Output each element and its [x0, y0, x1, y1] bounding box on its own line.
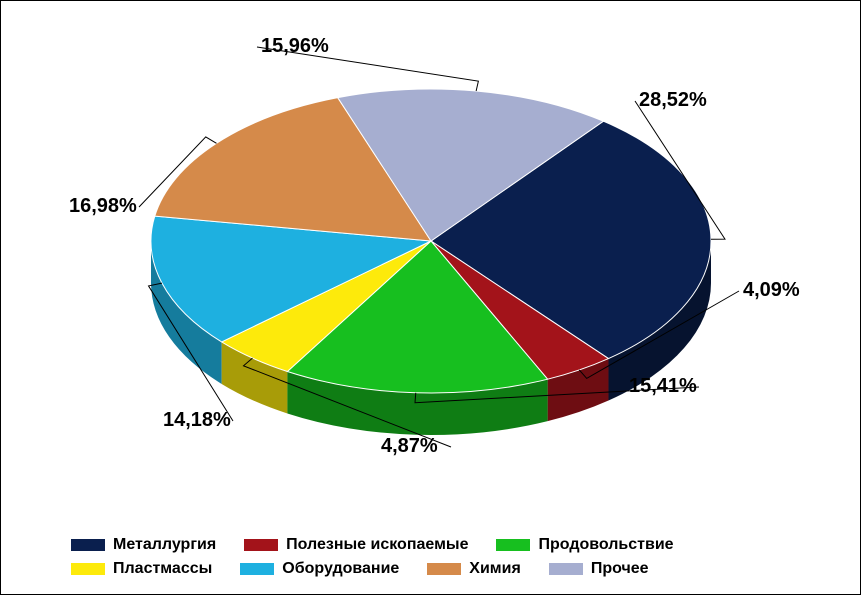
legend-label: Оборудование — [282, 560, 399, 578]
data-label: 28,52% — [639, 89, 707, 112]
pie-chart: 28,52% 4,09% 15,41% 4,87% 14,18% 16,98% 15,96% — [1, 1, 861, 471]
legend-swatch — [71, 563, 105, 575]
pie-svg — [1, 1, 861, 471]
legend-item: Оборудование — [240, 560, 399, 578]
legend-item: Химия — [427, 560, 521, 578]
legend-item: Пластмассы — [71, 560, 212, 578]
data-label: 14,18% — [163, 409, 231, 432]
legend-swatch — [240, 563, 274, 575]
data-label: 15,41% — [629, 375, 697, 398]
legend-swatch — [427, 563, 461, 575]
legend-label: Прочее — [591, 560, 649, 578]
data-label: 16,98% — [69, 195, 137, 218]
legend-label: Продовольствие — [538, 536, 673, 554]
data-label: 4,09% — [743, 279, 800, 302]
legend-label: Полезные ископаемые — [286, 536, 468, 554]
legend-swatch — [549, 563, 583, 575]
legend-item: Прочее — [549, 560, 649, 578]
legend-item: Металлургия — [71, 536, 216, 554]
legend-item: Полезные ископаемые — [244, 536, 468, 554]
legend-swatch — [244, 539, 278, 551]
data-label: 4,87% — [381, 435, 438, 458]
legend-label: Пластмассы — [113, 560, 212, 578]
legend-swatch — [71, 539, 105, 551]
legend-label: Химия — [469, 560, 521, 578]
legend: Металлургия Полезные ископаемые Продовольс… — [71, 536, 790, 584]
legend-swatch — [496, 539, 530, 551]
chart-frame: 28,52% 4,09% 15,41% 4,87% 14,18% 16,98% 15,96%… — [0, 0, 861, 595]
data-label: 15,96% — [261, 35, 329, 58]
legend-label: Металлургия — [113, 536, 216, 554]
legend-item: Продовольствие — [496, 536, 673, 554]
